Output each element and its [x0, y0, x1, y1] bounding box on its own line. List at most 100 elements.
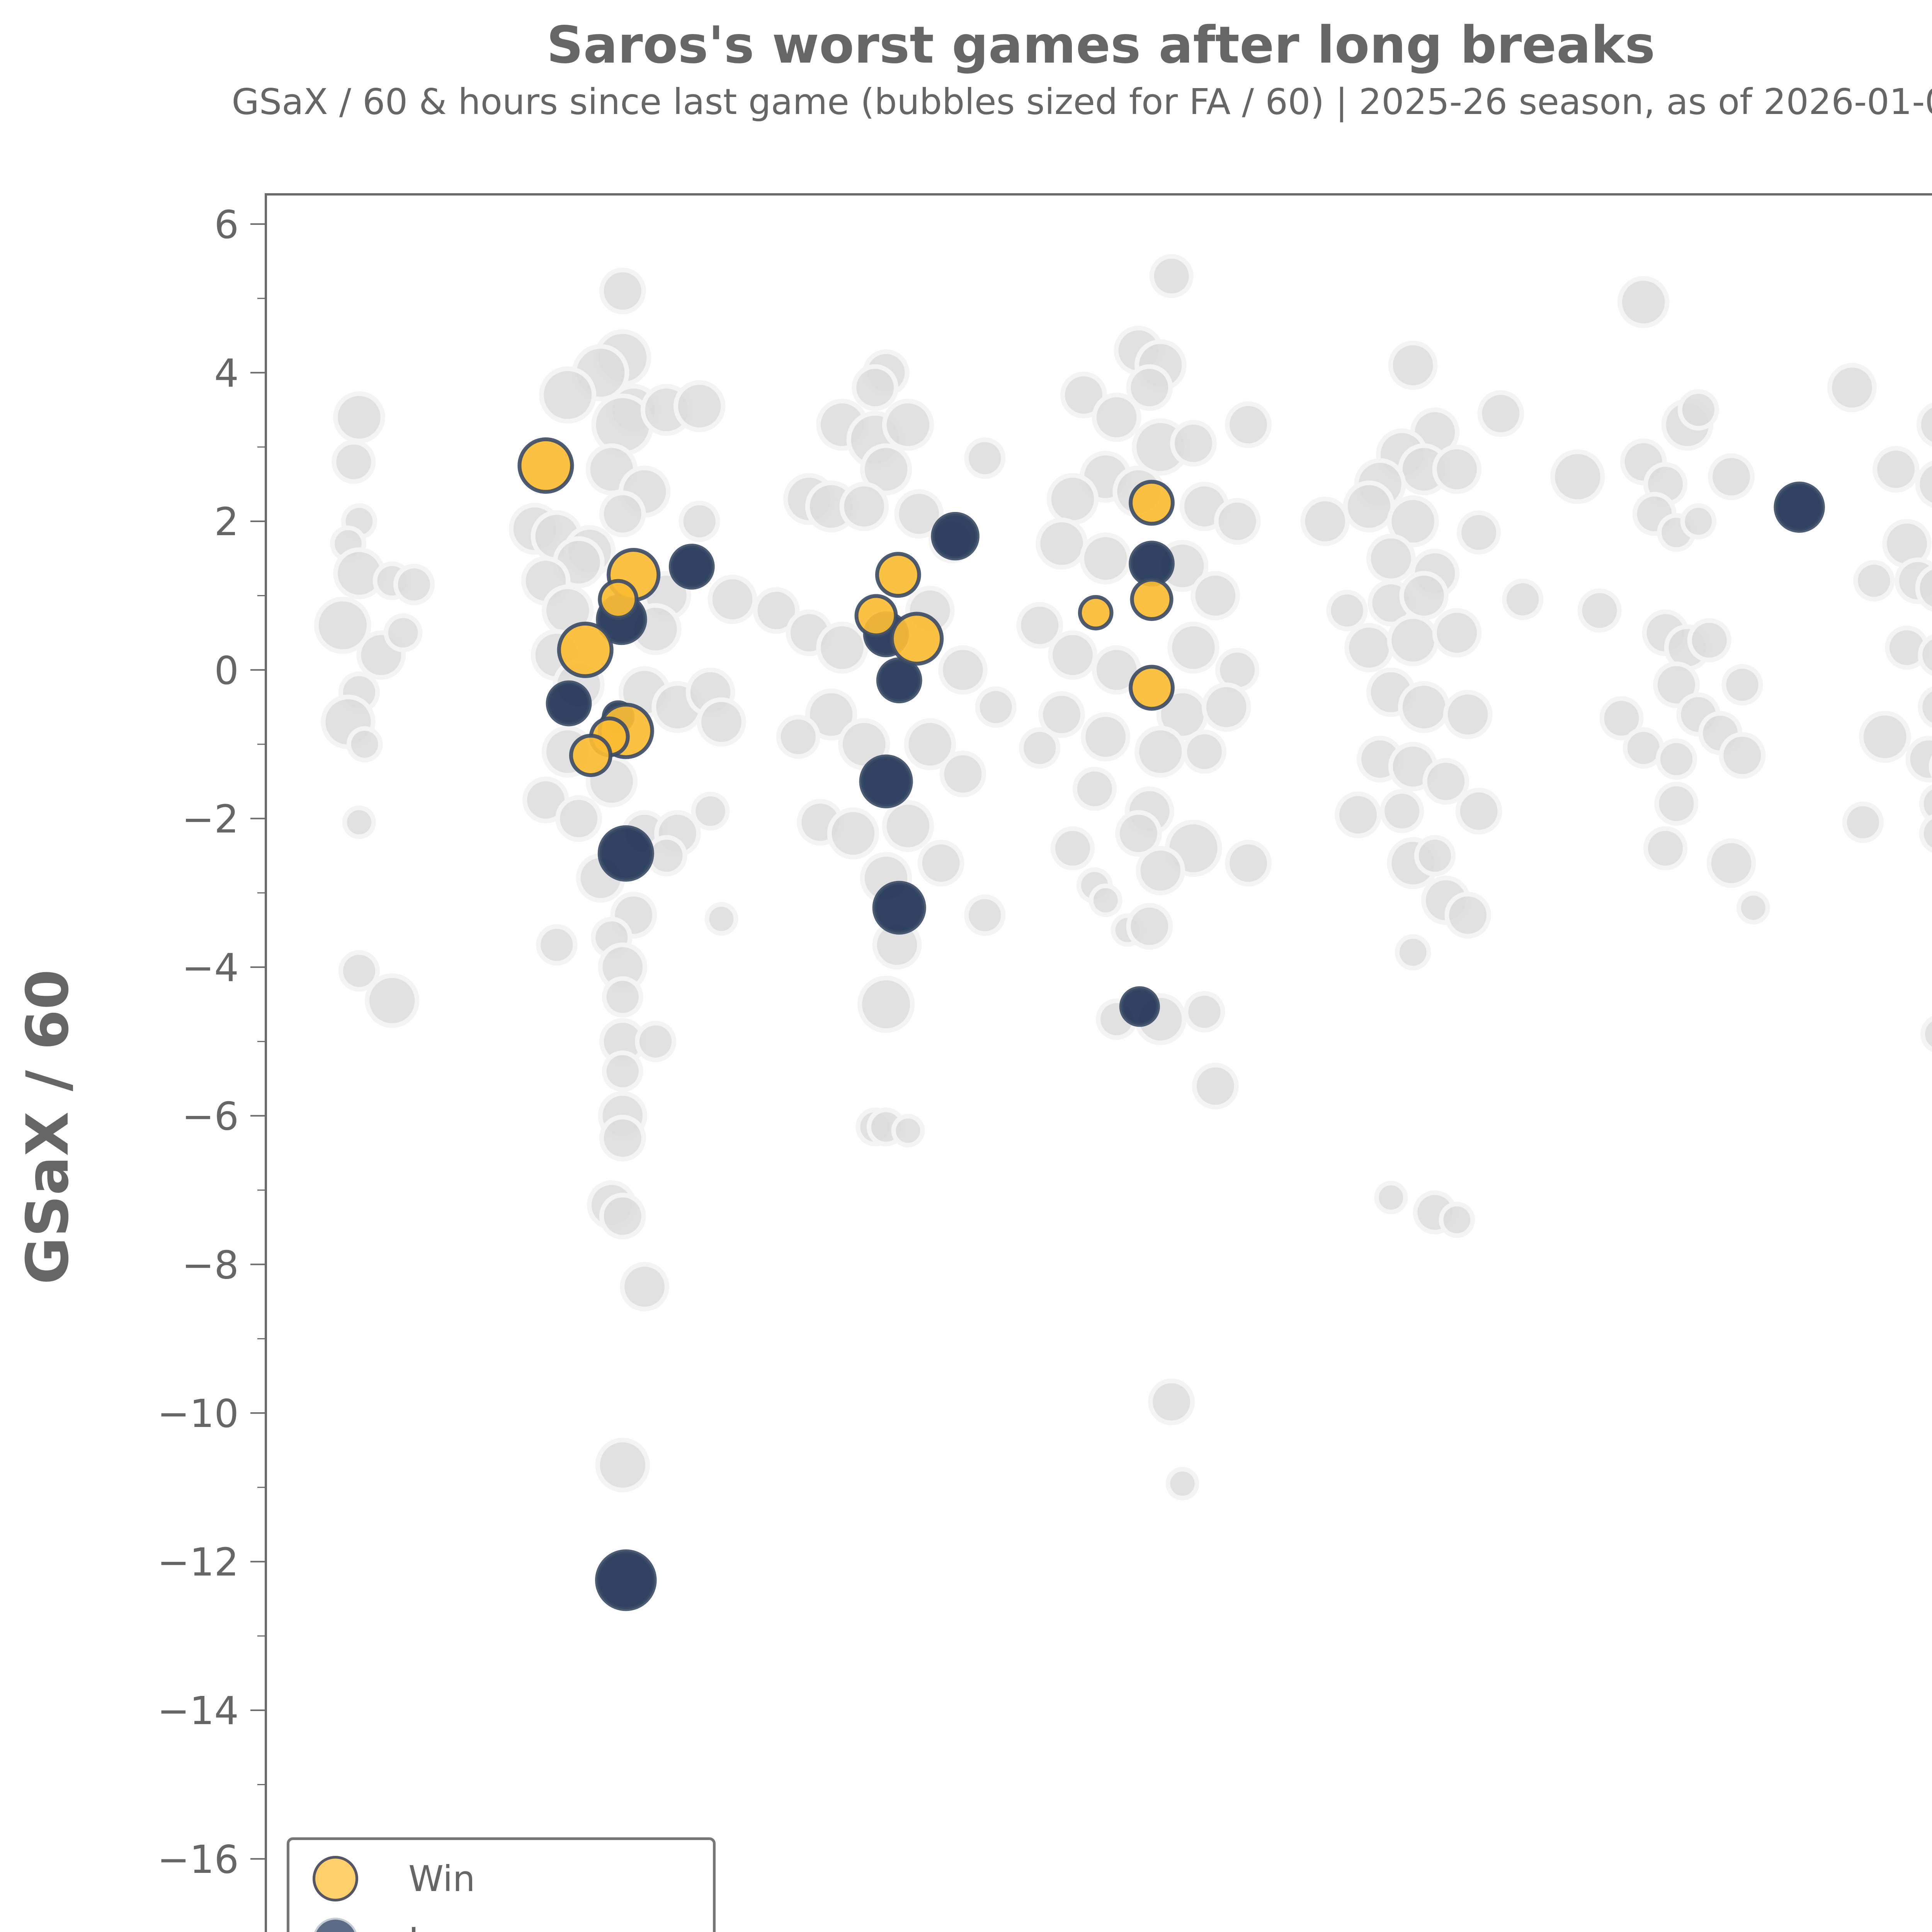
other-goalie-point — [1919, 814, 1932, 853]
other-goalie-point — [776, 714, 820, 759]
other-goalie-point — [1915, 461, 1932, 508]
saros-loss-point — [872, 881, 926, 935]
other-goalie-point — [1842, 801, 1884, 843]
other-goalie-point — [816, 621, 868, 674]
other-goalie-point — [1080, 532, 1132, 585]
y-tick-label: −8 — [182, 1242, 239, 1287]
y-tick-label: −2 — [182, 796, 239, 842]
y-tick-label: −4 — [182, 945, 239, 990]
other-goalie-point — [1051, 826, 1095, 871]
other-goalie-point — [1092, 393, 1141, 442]
other-goalie-point — [964, 894, 1006, 936]
y-tick-label: −14 — [157, 1688, 239, 1733]
y-tick-label: 4 — [214, 351, 239, 396]
other-goalie-point — [1432, 608, 1482, 658]
other-goalie-point — [599, 267, 646, 315]
saros-win-point — [1130, 578, 1173, 621]
other-goalie-point — [1655, 738, 1697, 780]
other-goalie-point — [1853, 560, 1895, 602]
other-goalie-point — [673, 380, 726, 432]
saros-loss-point — [931, 512, 980, 561]
saros-layer — [517, 437, 1825, 1611]
other-goalie-point — [1387, 614, 1439, 667]
other-goalie-point — [1477, 390, 1524, 437]
legend-swatch-loss — [313, 1918, 358, 1932]
other-goalie-point — [1827, 363, 1877, 412]
other-goalie-point — [1184, 991, 1225, 1033]
saros-win-point — [875, 552, 921, 598]
plot-frame — [265, 193, 1932, 1932]
other-goalie-point — [1366, 534, 1416, 583]
saros-win-point — [1078, 595, 1114, 631]
other-goalie-point — [539, 366, 597, 424]
other-goalie-point — [939, 750, 986, 798]
other-goalie-point — [1136, 846, 1185, 895]
other-goalie-point — [1149, 254, 1194, 298]
saros-win-point — [557, 621, 614, 678]
y-tick-label: −6 — [182, 1094, 239, 1139]
other-goalie-point — [1072, 767, 1117, 811]
other-goalie-point — [1920, 1016, 1932, 1052]
other-goalie-point — [1126, 364, 1173, 411]
other-goalie-point — [1457, 510, 1501, 555]
other-goalie-point — [1708, 453, 1755, 500]
other-goalie-point — [1148, 1378, 1195, 1425]
other-goalie-point — [1343, 480, 1395, 532]
legend: Win Loss Other goalies — [287, 1837, 716, 1932]
other-goalie-point — [1126, 903, 1173, 950]
other-goalie-point — [1214, 498, 1261, 545]
other-goalies-layer — [314, 254, 1932, 1500]
other-goalie-point — [333, 391, 385, 444]
other-goalie-point — [827, 807, 879, 860]
other-goalie-point — [938, 645, 988, 695]
other-goalie-point — [1736, 891, 1770, 925]
other-goalie-point — [1550, 449, 1605, 504]
saros-win-point — [1129, 480, 1175, 526]
other-goalie-point — [1654, 781, 1699, 826]
other-goalie-point — [1414, 835, 1456, 877]
other-goalie-point — [393, 564, 435, 605]
saros-loss-point — [1119, 986, 1160, 1027]
other-goalie-point — [839, 481, 889, 531]
y-axis-label: GSaX / 60 — [14, 969, 82, 1285]
other-goalie-point — [1374, 1180, 1408, 1214]
saros-win-point — [598, 579, 639, 620]
other-goalie-point — [1422, 758, 1469, 805]
other-goalie-point — [964, 437, 1006, 479]
y-tick-label: 6 — [214, 202, 239, 247]
other-goalie-point — [894, 489, 944, 539]
other-goalie-point — [602, 1050, 643, 1092]
other-goalie-point — [1201, 682, 1251, 732]
other-goalie-point — [891, 1114, 925, 1148]
other-goalie-point — [1915, 565, 1932, 612]
other-goalie-point — [1721, 664, 1763, 706]
other-goalie-point — [1115, 810, 1162, 857]
saros-win-point — [517, 437, 574, 494]
legend-label-win: Win — [408, 1858, 475, 1900]
other-goalie-point — [1399, 571, 1449, 621]
other-goalie-point — [1388, 340, 1438, 390]
other-goalie-point — [1502, 578, 1544, 620]
other-goalie-point — [1170, 420, 1217, 467]
saros-loss-point — [859, 754, 913, 808]
y-tick-label: 2 — [214, 499, 239, 544]
other-goalie-point — [882, 398, 934, 451]
other-goalie-point — [1344, 623, 1394, 672]
other-goalie-point — [342, 805, 376, 839]
other-goalie-point — [852, 364, 899, 411]
other-goalie-point — [1038, 691, 1085, 738]
other-goalie-point — [1687, 618, 1731, 662]
other-goalie-point — [1432, 444, 1482, 494]
saros-loss-point — [595, 1549, 657, 1611]
other-goalie-point — [975, 686, 1017, 728]
other-goalie-point — [599, 1192, 646, 1240]
other-goalie-point — [1859, 711, 1911, 763]
other-goalie-point — [1300, 497, 1350, 546]
other-goalie-point — [882, 800, 934, 852]
legend-label-loss: Loss — [408, 1920, 486, 1932]
saros-loss-point — [597, 825, 654, 882]
other-goalie-point — [338, 950, 380, 992]
other-goalie-point — [332, 440, 376, 484]
other-goalie-point — [555, 795, 602, 842]
